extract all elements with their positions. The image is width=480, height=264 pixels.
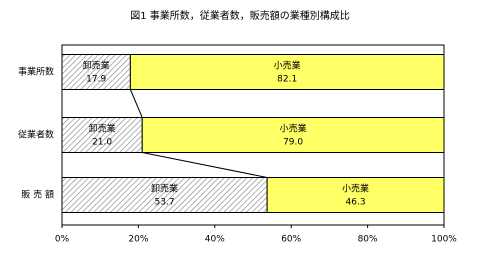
x-tick-label: 20% <box>128 235 148 245</box>
y-tick-label: 事業所数 <box>18 66 54 78</box>
y-tick-label: 従業者数 <box>18 129 54 141</box>
x-tick-label: 0% <box>55 235 70 245</box>
chart-title: 図1 事業所数，従業者数，販売額の業種別構成比 <box>130 9 350 22</box>
value-label: 82.1 <box>277 75 297 85</box>
bar-segment <box>129 54 445 90</box>
x-tick-label: 100% <box>431 235 457 245</box>
connector-line <box>142 152 268 178</box>
segment-name: 小売業 <box>342 183 369 195</box>
y-tick-label: 販 売 額 <box>21 189 54 201</box>
connector-line <box>129 89 143 118</box>
bar-segment <box>141 117 445 153</box>
segment-name: 小売業 <box>280 123 307 135</box>
bar-segment <box>61 177 268 213</box>
value-label: 79.0 <box>283 138 303 148</box>
value-label: 17.9 <box>86 75 106 85</box>
value-label: 46.3 <box>346 198 366 208</box>
value-label: 21.0 <box>92 138 112 148</box>
bar-segment <box>61 117 143 153</box>
segment-name: 卸売業 <box>89 123 116 135</box>
x-tick-label: 40% <box>205 235 225 245</box>
segment-name: 卸売業 <box>83 60 110 72</box>
segment-name: 卸売業 <box>151 183 178 195</box>
x-tick-label: 80% <box>358 235 378 245</box>
bar-segment <box>61 54 131 90</box>
bar-segment <box>266 177 445 213</box>
segment-name: 小売業 <box>274 60 301 72</box>
value-label: 53.7 <box>155 198 175 208</box>
x-tick-label: 60% <box>281 235 301 245</box>
